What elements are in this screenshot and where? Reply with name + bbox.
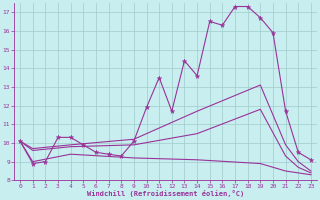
X-axis label: Windchill (Refroidissement éolien,°C): Windchill (Refroidissement éolien,°C) bbox=[87, 190, 244, 197]
